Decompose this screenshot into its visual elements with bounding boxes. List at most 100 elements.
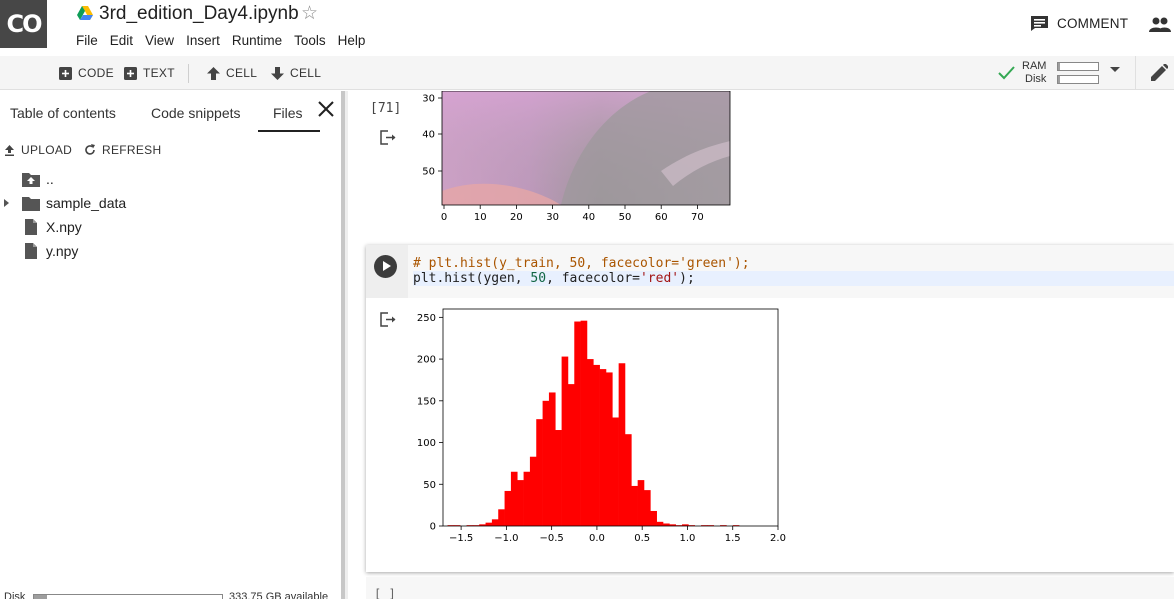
move-cell-down-button[interactable]: CELL [271, 66, 321, 80]
code-cell[interactable]: # plt.hist(y_train, 50, facecolor='green… [366, 245, 1174, 572]
x-tick-label: −1.5 [449, 533, 473, 544]
image-x-axis: 0 10 20 30 40 50 60 70 [441, 205, 704, 223]
y-tick-label: 0 [430, 522, 436, 533]
notebook-scroll-gutter [345, 91, 348, 599]
code-token: ); [679, 271, 695, 286]
x-tick-label: 40 [582, 212, 595, 223]
upload-label: UPLOAD [21, 143, 73, 157]
output-actions-icon[interactable] [380, 130, 396, 145]
share-people-icon[interactable] [1149, 16, 1171, 33]
x-tick-label: 0.5 [634, 533, 650, 544]
histogram-bar [466, 525, 474, 526]
execution-count: [71] [370, 101, 402, 116]
histogram-bar [536, 419, 543, 526]
arrow-up-icon [207, 66, 220, 80]
tab-files[interactable]: Files [273, 105, 303, 121]
y-tick-label: 30 [422, 94, 435, 105]
y-tick-label: 40 [422, 130, 435, 141]
file-name: .. [46, 171, 54, 187]
tab-table-of-contents[interactable]: Table of contents [10, 105, 116, 121]
menu-help[interactable]: Help [337, 33, 366, 48]
add-text-button[interactable]: TEXT [124, 66, 175, 80]
histogram-bar [599, 369, 607, 526]
sidebar-tabs: Table of contents Code snippets Files [0, 91, 340, 132]
x-tick-label: 0 [441, 212, 447, 223]
histogram-bar [574, 321, 581, 526]
star-icon[interactable]: ☆ [301, 3, 319, 24]
histogram-bar [624, 434, 632, 526]
histogram-bar [663, 523, 670, 526]
x-tick-label: 1.0 [680, 533, 696, 544]
close-icon[interactable] [317, 100, 335, 118]
menu-insert[interactable]: Insert [186, 33, 220, 48]
y-tick-label: 50 [422, 167, 435, 178]
code-token: plt.hist(ygen, [413, 271, 531, 286]
move-cell-up-button[interactable]: CELL [207, 66, 257, 80]
histogram-bar [707, 525, 715, 526]
histogram-bar [580, 320, 588, 526]
menu-runtime[interactable]: Runtime [231, 33, 283, 48]
code-editor[interactable]: # plt.hist(y_train, 50, facecolor='green… [408, 245, 1174, 298]
file-name: sample_data [46, 195, 127, 211]
resources-dropdown-icon[interactable] [1110, 67, 1120, 72]
notebook-area: [71] 30 40 50 0 10 20 30 40 50 60 70 [348, 91, 1174, 599]
logo-text: CO [6, 10, 42, 38]
code-token: , facecolor= [546, 271, 640, 286]
file-row-parent[interactable]: .. [0, 168, 340, 190]
histogram-bar [682, 524, 689, 526]
file-row-y-npy[interactable]: y.npy [0, 240, 340, 262]
image-y-axis: 30 40 50 [422, 94, 442, 178]
file-row-x-npy[interactable]: X.npy [0, 216, 340, 238]
upload-icon [5, 144, 14, 156]
histogram-bar [491, 519, 499, 526]
add-code-label: CODE [78, 66, 114, 80]
histogram-bar [567, 384, 575, 526]
comment-icon [1031, 16, 1048, 31]
ram-label: RAM [1022, 60, 1047, 72]
colab-logo[interactable]: CO [0, 0, 47, 48]
sidebar-resize-handle[interactable] [341, 91, 345, 599]
histogram-chart: 0 50 100 150 200 250 −1.5 −1.0 −0.5 0.0 0.5 1.0 1.5… [417, 308, 786, 544]
x-tick-label: 1.5 [725, 533, 741, 544]
histogram-bar [618, 363, 626, 526]
y-tick-label: 50 [423, 480, 436, 491]
x-tick-label: 0.0 [589, 533, 605, 544]
image-curb-stripe [661, 141, 730, 186]
pencil-icon[interactable] [1151, 64, 1168, 81]
y-tick-label: 100 [417, 438, 436, 449]
comment-button[interactable]: COMMENT [1030, 15, 1128, 32]
sidebar-panel: Table of contents Code snippets Files UP… [0, 91, 340, 599]
toolbar-divider [188, 64, 189, 83]
histogram-bar [586, 359, 594, 526]
sidebar-disk-meter-fill [34, 595, 48, 599]
ram-meter[interactable] [1057, 62, 1099, 71]
empty-code-cell[interactable]: [ ] [366, 577, 1174, 599]
x-tick-label: 50 [619, 212, 632, 223]
upload-button[interactable]: UPLOAD [4, 143, 72, 157]
refresh-button[interactable]: REFRESH [84, 143, 161, 157]
disk-meter[interactable] [1057, 75, 1099, 84]
run-cell-button[interactable] [374, 255, 397, 278]
tab-code-snippets[interactable]: Code snippets [151, 105, 241, 121]
expand-caret-icon[interactable] [4, 199, 9, 207]
code-line-comment[interactable]: # plt.hist(y_train, 50, facecolor='green… [413, 256, 750, 271]
add-code-button[interactable]: CODE [59, 66, 114, 80]
histogram-bar [631, 485, 638, 526]
sidebar-disk-label: Disk [4, 591, 26, 599]
histogram-bar [485, 522, 493, 526]
histogram-bar [688, 525, 696, 526]
menu-tools[interactable]: Tools [294, 33, 326, 48]
toolbar-divider [1135, 56, 1136, 90]
histogram-bars [447, 320, 740, 526]
file-name: y.npy [46, 243, 79, 259]
notebook-title[interactable]: 3rd_edition_Day4.ipynb [99, 3, 299, 24]
file-row-sample-data[interactable]: sample_data [0, 192, 340, 214]
menu-file[interactable]: File [76, 33, 98, 48]
output-actions-icon[interactable] [380, 312, 396, 327]
menu-view[interactable]: View [145, 33, 175, 48]
histogram-bar [504, 490, 512, 526]
menu-edit[interactable]: Edit [109, 33, 134, 48]
x-tick-label: 20 [510, 212, 523, 223]
x-tick-label: 30 [546, 212, 559, 223]
code-line-active[interactable]: plt.hist(ygen, 50, facecolor='red'); [413, 271, 1174, 286]
